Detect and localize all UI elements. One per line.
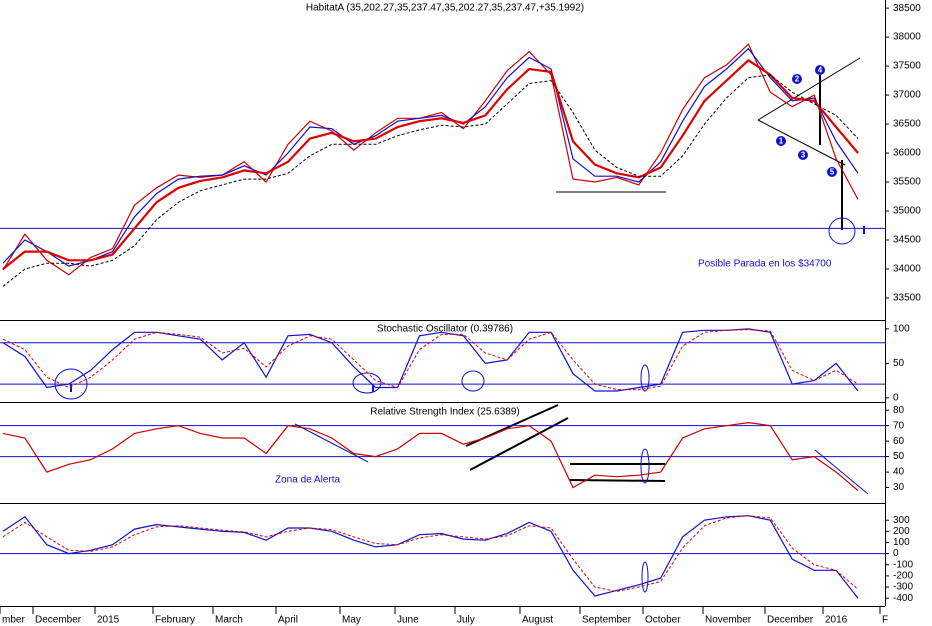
series-line [2,515,859,593]
y-tick-label: 30 [893,482,905,493]
y-tick-label: 33500 [893,293,921,304]
drawings [54,57,869,593]
y-tick-label: 0 [893,393,899,404]
x-tick-label: March [215,615,243,626]
series-line [2,421,859,492]
y-tick-label: 37500 [893,61,921,72]
triangle-line [757,119,846,166]
y-tick-label: 34000 [893,264,921,275]
x-tick-label: November [705,615,752,626]
y-tick-label: 36000 [893,148,921,159]
wave-label: 1 [779,137,784,146]
trend-line [294,423,369,463]
y-tick-label: 80 [893,405,905,416]
x-tick-label: F [882,615,888,626]
y-tick-label: 200 [893,526,910,537]
highlight-circle [640,364,650,392]
y-tick-label: -400 [893,593,913,604]
wave-label: 3 [801,151,806,160]
x-tick-label: 2016 [825,615,848,626]
wave-marker [798,150,808,160]
x-tick-label: April [278,615,298,626]
panel-title: HabitatA (35,202.27,35,237.47,35,202.27,… [306,3,584,14]
wave-marker [827,167,837,177]
series-line [2,43,859,276]
series-line [2,328,859,392]
y-tick-label: 50 [893,358,905,369]
y-tick-label: -100 [893,559,913,570]
y-tick-label: 100 [893,324,910,335]
x-tick-label: February [155,615,195,626]
y-tick-label: 35000 [893,206,921,217]
wave-label: 5 [830,168,835,177]
y-tick-label: 38500 [893,3,921,14]
x-tick-label: December [35,615,82,626]
trend-line [814,449,869,495]
wave-label: 4 [818,66,823,75]
series-line [2,74,859,287]
x-tick-label: August [522,615,553,626]
triangle-line [757,57,861,121]
y-tick-label: 36500 [893,119,921,130]
x-tick-label: May [342,615,361,626]
y-tick-label: 38000 [893,32,921,43]
wave-marker [815,65,825,75]
y-tick-label: 34500 [893,235,921,246]
y-tick-label: -300 [893,582,913,593]
x-tick-label: June [397,615,419,626]
panel-title: Relative Strength Index (25.6389) [370,407,520,418]
y-tick-label: -200 [893,571,913,582]
series-line [2,58,859,270]
x-tick-label: mber [2,615,25,626]
y-tick-label: 300 [893,515,910,526]
highlight-circle [640,448,650,484]
panel-title: Stochastic Oscillator (0.39786) [377,324,513,335]
channel-line [469,417,569,471]
x-tick-label: October [645,615,681,626]
x-tick-label: September [582,615,632,626]
x-tick-label: July [457,615,475,626]
wave-marker [792,74,802,84]
y-tick-label: 0 [893,548,899,559]
series-line [2,47,859,267]
y-tick-label: 37000 [893,90,921,101]
annotation: Zona de Alerta [275,475,340,486]
series-line [2,329,859,391]
y-tick-label: 35500 [893,177,921,188]
annotation: Posible Parada en los $34700 [698,259,832,270]
x-tick-label: December [767,615,814,626]
series-line [2,515,859,599]
x-tick-label: 2015 [97,615,120,626]
target-circle [828,217,856,245]
y-tick-label: 40 [893,467,905,478]
y-tick-label: 70 [893,420,905,431]
highlight-circle [461,370,485,392]
y-tick-label: 50 [893,451,905,462]
wave-marker [776,136,786,146]
y-tick-label: 100 [893,537,910,548]
highlight-circle [641,561,649,593]
y-tick-label: 60 [893,436,905,447]
wave-label: 2 [795,75,800,84]
